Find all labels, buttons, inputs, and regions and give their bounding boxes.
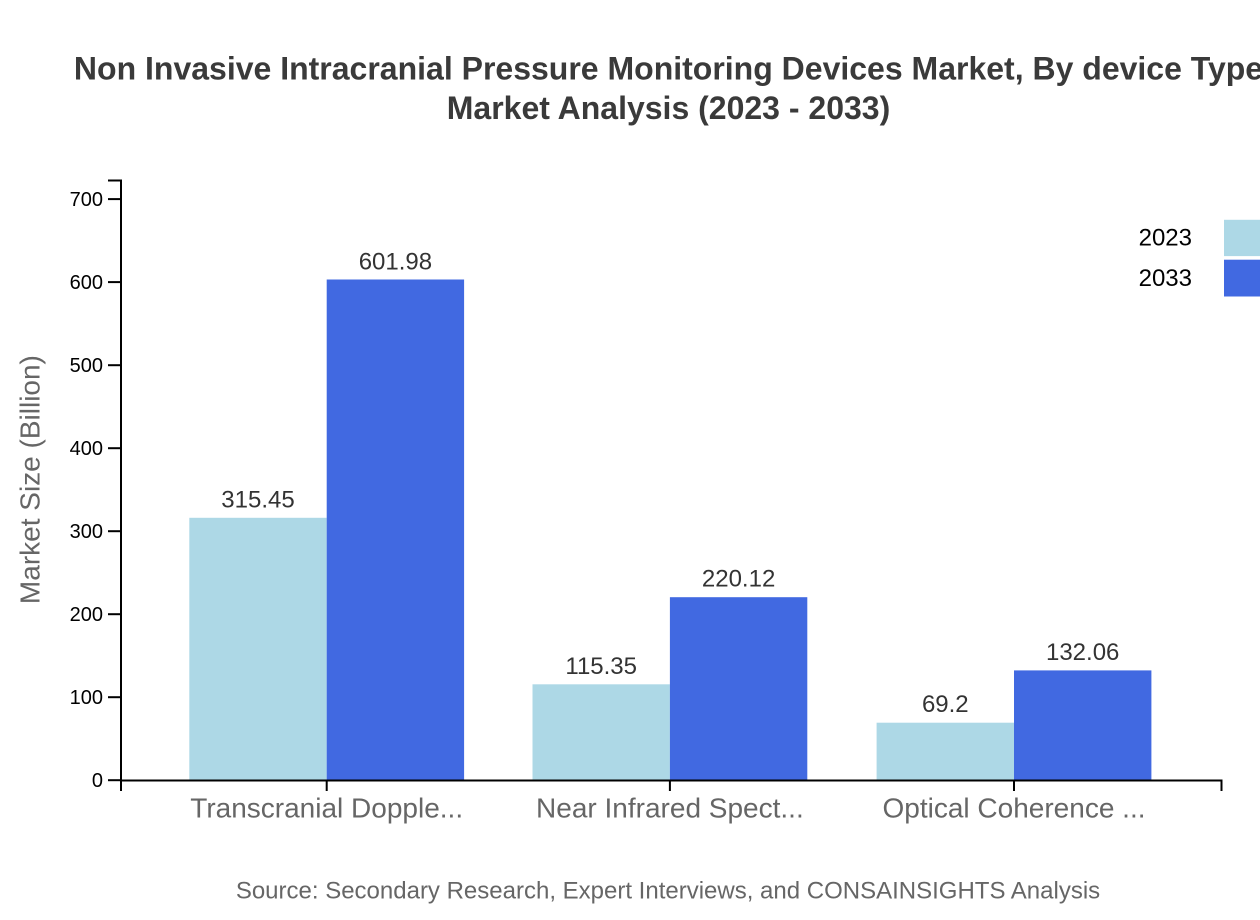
svg-text:Near Infrared Spect...: Near Infrared Spect... xyxy=(536,793,804,824)
svg-text:100: 100 xyxy=(70,687,103,709)
svg-text:500: 500 xyxy=(70,355,103,377)
svg-text:Market Analysis (2023 - 2033): Market Analysis (2023 - 2033) xyxy=(447,90,891,126)
svg-text:315.45: 315.45 xyxy=(221,486,294,513)
svg-text:Transcranial Dopple...: Transcranial Dopple... xyxy=(190,793,463,824)
svg-text:Non Invasive Intracranial Pres: Non Invasive Intracranial Pressure Monit… xyxy=(74,50,1260,86)
svg-text:200: 200 xyxy=(70,604,103,626)
svg-text:115.35: 115.35 xyxy=(565,653,637,680)
svg-text:400: 400 xyxy=(70,438,103,460)
svg-text:Source: Secondary Research, Ex: Source: Secondary Research, Expert Inter… xyxy=(236,877,1100,904)
svg-text:Optical Coherence ...: Optical Coherence ... xyxy=(882,793,1145,824)
svg-text:2023: 2023 xyxy=(1139,225,1192,252)
svg-text:600: 600 xyxy=(70,272,103,294)
svg-text:Market Size (Billion): Market Size (Billion) xyxy=(15,355,46,604)
svg-text:700: 700 xyxy=(70,189,103,211)
svg-text:2033: 2033 xyxy=(1139,265,1192,292)
svg-text:0: 0 xyxy=(92,770,103,792)
svg-text:300: 300 xyxy=(70,521,103,543)
svg-text:220.12: 220.12 xyxy=(702,566,775,593)
svg-text:601.98: 601.98 xyxy=(359,248,432,275)
svg-text:69.2: 69.2 xyxy=(922,691,969,718)
svg-text:132.06: 132.06 xyxy=(1046,639,1119,666)
